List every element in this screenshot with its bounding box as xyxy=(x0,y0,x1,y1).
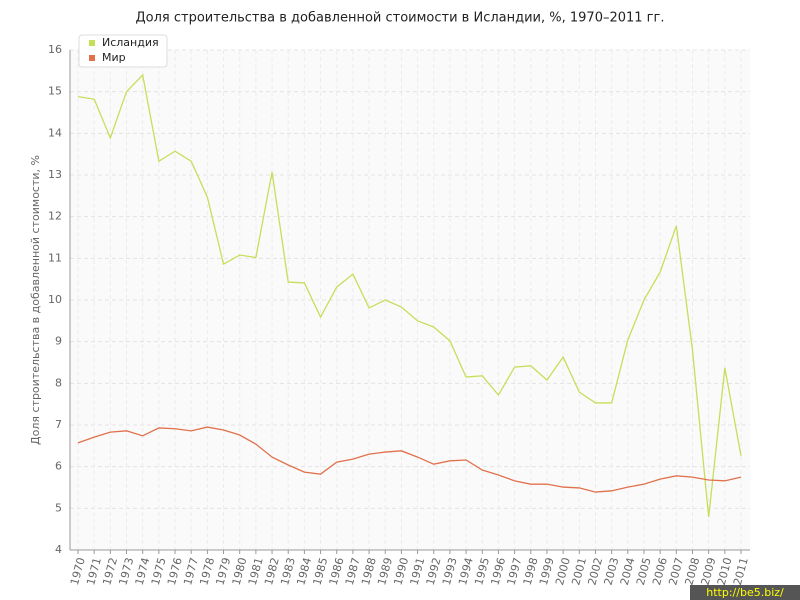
y-tick-label: 5 xyxy=(55,501,62,514)
watermark: http://be5.biz/ xyxy=(706,586,784,599)
legend-box xyxy=(78,34,168,68)
y-tick-label: 9 xyxy=(55,335,62,348)
legend-label: Исландия xyxy=(102,36,159,49)
watermark-bg xyxy=(690,585,800,600)
y-tick-label: 16 xyxy=(48,43,62,56)
y-tick-label: 8 xyxy=(55,376,62,389)
y-tick-label: 7 xyxy=(55,418,62,431)
y-tick-label: 15 xyxy=(48,85,62,98)
y-tick-label: 6 xyxy=(55,460,62,473)
chart-title: Доля строительства в добавленной стоимос… xyxy=(136,11,665,26)
y-tick-label: 13 xyxy=(48,168,62,181)
y-tick-label: 11 xyxy=(48,251,62,264)
y-tick-label: 10 xyxy=(48,293,62,306)
series-line xyxy=(77,426,742,493)
legend-swatch xyxy=(89,55,95,61)
legend: Исландия Мир xyxy=(78,34,168,68)
y-tick-label: 12 xyxy=(48,210,62,223)
lines xyxy=(77,73,742,518)
y-axis-label: Доля строительства в добавленной стоимос… xyxy=(29,155,42,445)
y-tick-label: 14 xyxy=(48,126,62,139)
grid xyxy=(70,49,750,551)
legend-label: Мир xyxy=(102,51,126,64)
series-line xyxy=(77,73,742,518)
y-tick-label: 4 xyxy=(55,543,62,556)
legend-swatch xyxy=(89,40,95,46)
